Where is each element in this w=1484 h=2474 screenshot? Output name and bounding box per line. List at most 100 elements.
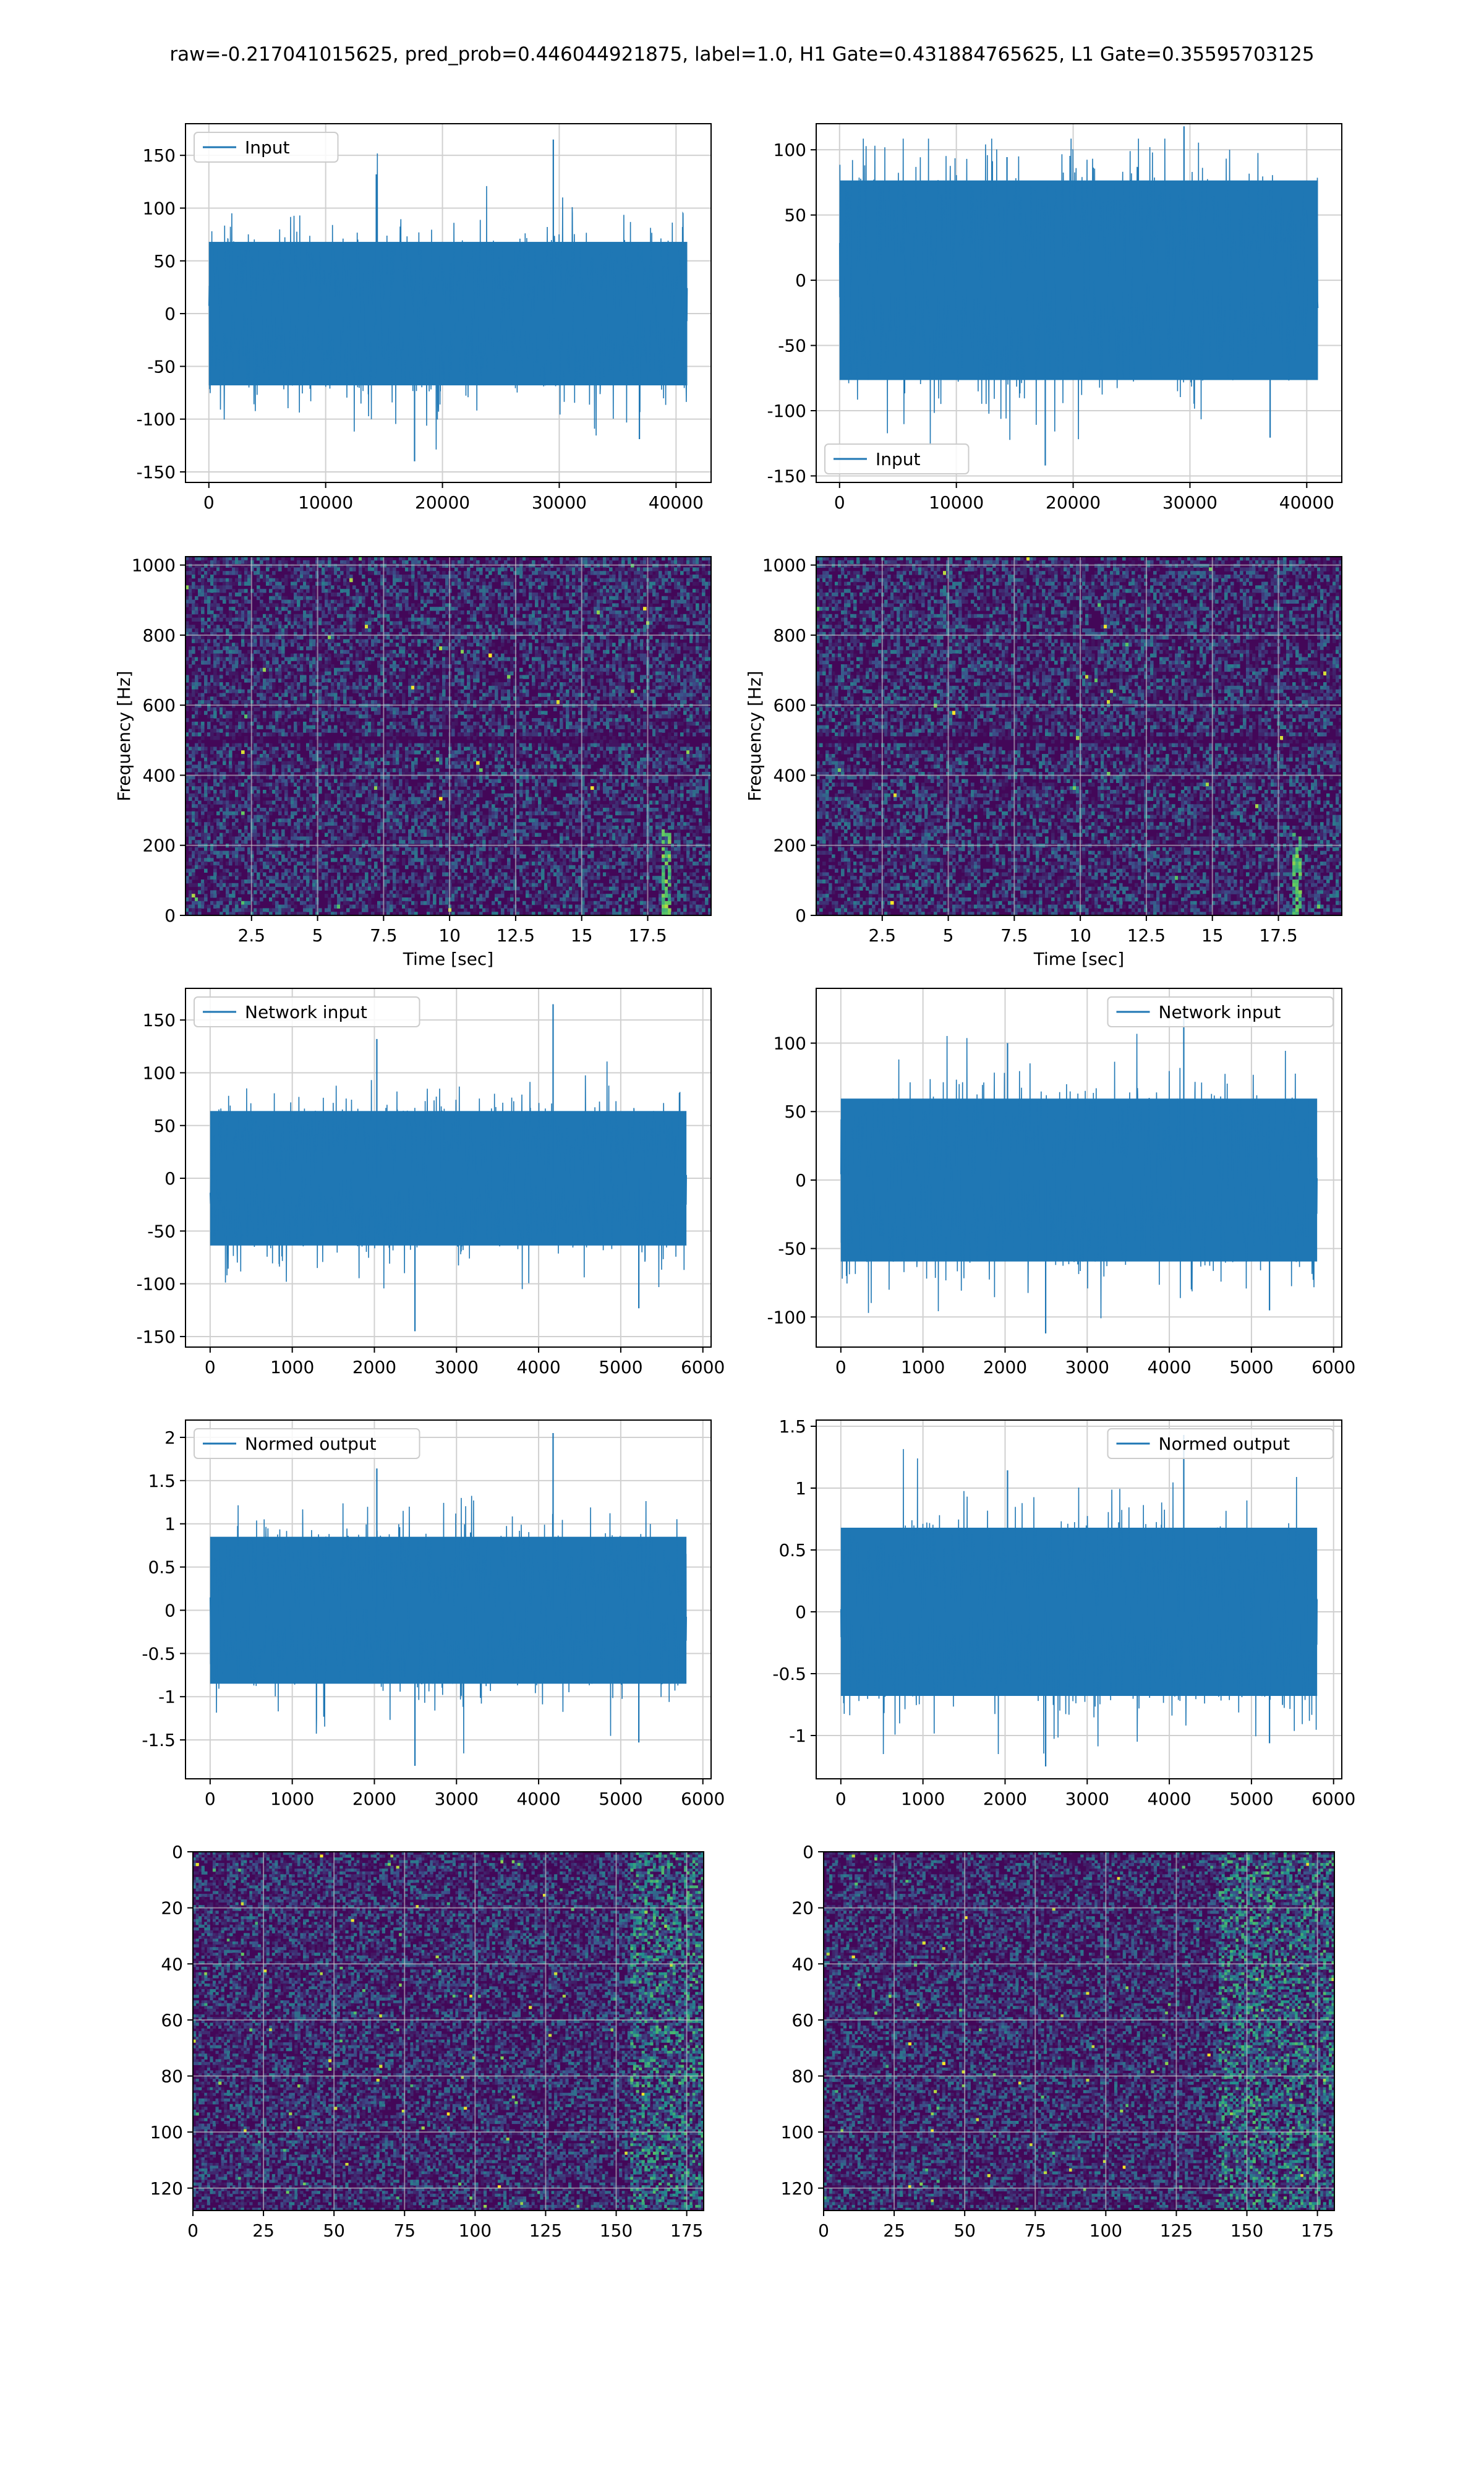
heatmap-cell xyxy=(368,682,372,687)
heatmap-cell xyxy=(628,653,631,657)
y-tick-label: 50 xyxy=(784,205,806,226)
heatmap-cell xyxy=(482,678,486,683)
heatmap-cell xyxy=(609,578,613,583)
heatmap-cell xyxy=(631,693,634,697)
heatmap-cell xyxy=(631,714,634,719)
heatmap-cell xyxy=(618,589,622,593)
heatmap-cell xyxy=(386,614,390,618)
heatmap-cell xyxy=(266,649,270,654)
heatmap-cell xyxy=(229,614,232,618)
heatmap-cell xyxy=(399,563,403,568)
heatmap-cell xyxy=(597,603,600,607)
heatmap-cell xyxy=(226,682,229,687)
heatmap-cell xyxy=(513,589,517,593)
heatmap-cell xyxy=(383,557,387,561)
heatmap-cell xyxy=(547,646,551,651)
heatmap-cell xyxy=(291,575,294,579)
heatmap-cell xyxy=(414,721,418,726)
heatmap-cell xyxy=(544,603,548,607)
heatmap-cell xyxy=(578,725,582,729)
heatmap-cell xyxy=(519,711,523,715)
heatmap-cell xyxy=(340,560,344,565)
heatmap-cell xyxy=(553,571,557,575)
heatmap-cell xyxy=(318,693,322,697)
heatmap-cell xyxy=(371,718,375,722)
heatmap-cell xyxy=(467,635,471,640)
heatmap-cell xyxy=(377,557,381,561)
heatmap-cell xyxy=(192,685,195,690)
heatmap-cell xyxy=(513,682,517,687)
heatmap-cell xyxy=(470,661,474,665)
heatmap-cell xyxy=(529,725,532,729)
heatmap-cell xyxy=(247,578,251,583)
heatmap-cell xyxy=(550,557,554,561)
heatmap-cell xyxy=(189,567,192,571)
heatmap-cell xyxy=(275,693,279,697)
heatmap-cell xyxy=(260,607,263,611)
heatmap-cell xyxy=(516,563,520,568)
heatmap-cell xyxy=(420,711,424,715)
heatmap-cell xyxy=(439,714,443,719)
heatmap-cell xyxy=(504,571,508,575)
heatmap-cell xyxy=(628,707,631,711)
heatmap-cell xyxy=(238,696,242,701)
heatmap-cell xyxy=(257,725,260,729)
heatmap-cell xyxy=(260,599,263,604)
heatmap-cell xyxy=(600,643,603,647)
heatmap-cell xyxy=(325,689,328,693)
heatmap-cell xyxy=(519,689,523,693)
heatmap-cell xyxy=(705,711,709,715)
heatmap-cell xyxy=(420,678,424,683)
heatmap-cell xyxy=(244,675,248,679)
heatmap-cell xyxy=(275,607,279,611)
heatmap-cell xyxy=(606,599,610,604)
heatmap-cell xyxy=(510,607,514,611)
heatmap-cell xyxy=(606,693,610,697)
heatmap-cell xyxy=(192,639,195,643)
heatmap-cell xyxy=(390,639,393,643)
heatmap-cell xyxy=(263,685,267,690)
heatmap-cell xyxy=(649,617,653,622)
heatmap-cell xyxy=(591,707,594,711)
heatmap-cell xyxy=(628,664,631,669)
heatmap-cell xyxy=(343,560,347,565)
heatmap-cell xyxy=(420,617,424,622)
heatmap-cell xyxy=(569,696,573,701)
heatmap-cell xyxy=(235,567,239,571)
heatmap-cell xyxy=(492,714,495,719)
heatmap-cell xyxy=(318,696,322,701)
heatmap-cell xyxy=(482,628,486,633)
heatmap-cell xyxy=(427,664,430,669)
heatmap-cell xyxy=(467,589,471,593)
heatmap-cell xyxy=(615,593,619,597)
heatmap-cell xyxy=(192,603,195,607)
heatmap-cell xyxy=(300,578,304,583)
heatmap-cell xyxy=(294,614,297,618)
heatmap-cell xyxy=(689,696,693,701)
heatmap-cell xyxy=(600,589,603,593)
heatmap-cell xyxy=(702,557,706,561)
heatmap-cell xyxy=(637,685,641,690)
heatmap-cell xyxy=(427,610,430,615)
heatmap-cell xyxy=(683,693,687,697)
heatmap-cell xyxy=(380,585,384,589)
heatmap-cell xyxy=(488,567,492,571)
heatmap-cell xyxy=(331,599,335,604)
heatmap-cell xyxy=(476,667,480,672)
heatmap-cell xyxy=(674,639,678,643)
heatmap-cell xyxy=(223,578,226,583)
heatmap-cell xyxy=(662,603,665,607)
heatmap-cell xyxy=(186,614,189,618)
heatmap-cell xyxy=(674,560,678,565)
heatmap-cell xyxy=(538,689,542,693)
heatmap-cell xyxy=(408,664,412,669)
heatmap-cell xyxy=(702,707,706,711)
heatmap-cell xyxy=(473,678,477,683)
heatmap-cell xyxy=(649,696,653,701)
heatmap-cell xyxy=(417,675,421,679)
heatmap-cell xyxy=(702,657,706,661)
heatmap-cell xyxy=(241,689,245,693)
heatmap-cell xyxy=(492,693,495,697)
heatmap-cell xyxy=(414,593,418,597)
heatmap-cell xyxy=(328,628,331,633)
